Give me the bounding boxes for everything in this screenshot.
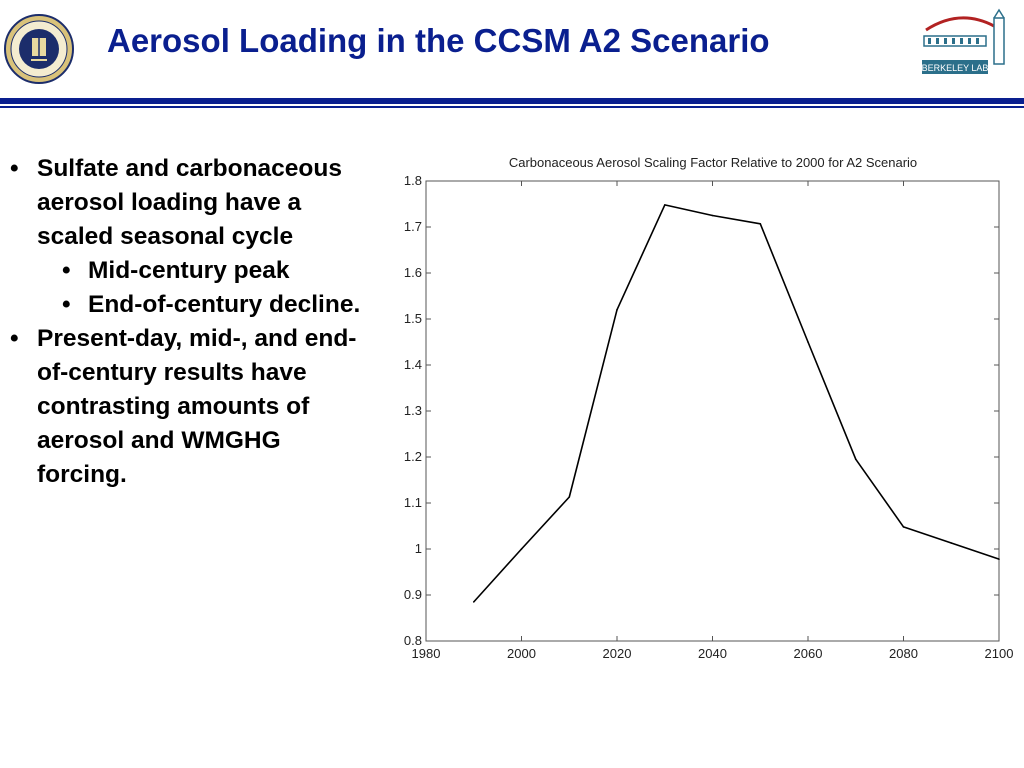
data-point	[520, 548, 523, 550]
bullet-item: • Present-day, mid-, and end-of-century …	[10, 322, 365, 492]
plot-area	[425, 180, 1000, 642]
bullet-dot: •	[10, 155, 19, 182]
y-tick-label: 1.2	[404, 449, 422, 464]
sub-bullet-text: Mid-century peak	[88, 257, 290, 284]
header-rule-thin	[0, 106, 1024, 108]
x-tick-label: 2080	[889, 646, 918, 661]
y-tick-label: 1.6	[404, 265, 422, 280]
y-tick-label: 1.7	[404, 219, 422, 234]
data-point	[472, 601, 475, 603]
bullet-list: • Sulfate and carbonaceous aerosol loadi…	[10, 152, 365, 492]
x-tick-label: 2000	[507, 646, 536, 661]
x-tick-label: 2020	[603, 646, 632, 661]
data-point	[759, 222, 762, 225]
bullet-dot: •	[62, 291, 71, 318]
bullet-item: • Sulfate and carbonaceous aerosol loadi…	[10, 152, 365, 254]
chart-title: Carbonaceous Aerosol Scaling Factor Rela…	[509, 155, 917, 170]
y-tick-label: 0.8	[404, 633, 422, 648]
slide-title: Aerosol Loading in the CCSM A2 Scenario	[107, 22, 770, 59]
sub-bullet-item: • End-of-century decline.	[10, 288, 365, 322]
y-tick-label: 1.1	[404, 495, 422, 510]
bullet-text: Present-day, mid-, and end-of-century re…	[37, 325, 357, 488]
berkeley-lab-logo: BERKELEY LAB	[922, 8, 1005, 74]
x-tick-label: 1980	[412, 646, 441, 661]
data-point	[568, 496, 571, 498]
y-tick-label: 1.8	[404, 173, 422, 188]
data-point	[950, 542, 953, 544]
y-tick-label: 1.4	[404, 357, 422, 372]
university-seal-logo	[4, 14, 74, 84]
x-tick-label: 2100	[985, 646, 1014, 661]
x-tick-label: 2060	[794, 646, 823, 661]
header-rule	[0, 98, 1024, 104]
x-tick-label: 2040	[698, 646, 727, 661]
sub-bullet-item: • Mid-century peak	[10, 254, 365, 288]
y-tick-label: 1.5	[404, 311, 422, 326]
line-chart: Carbonaceous Aerosol Scaling Factor Rela…	[404, 155, 1014, 661]
data-point	[663, 204, 666, 206]
y-tick-label: 0.9	[404, 587, 422, 602]
y-tick-label: 1.3	[404, 403, 422, 418]
bullet-text: Sulfate and carbonaceous aerosol loading…	[37, 155, 342, 250]
data-point	[807, 341, 809, 343]
data-point	[711, 214, 714, 217]
bullet-dot: •	[62, 257, 71, 284]
data-point	[998, 558, 1000, 560]
data-point	[616, 309, 618, 311]
data-point	[854, 458, 857, 461]
series-line	[473, 204, 1000, 603]
bullet-dot: •	[10, 325, 19, 352]
y-tick-label: 1	[415, 541, 422, 556]
berkeley-lab-logo-text: BERKELEY LAB	[922, 63, 989, 73]
data-point	[902, 526, 905, 528]
sub-bullet-text: End-of-century decline.	[88, 291, 361, 318]
